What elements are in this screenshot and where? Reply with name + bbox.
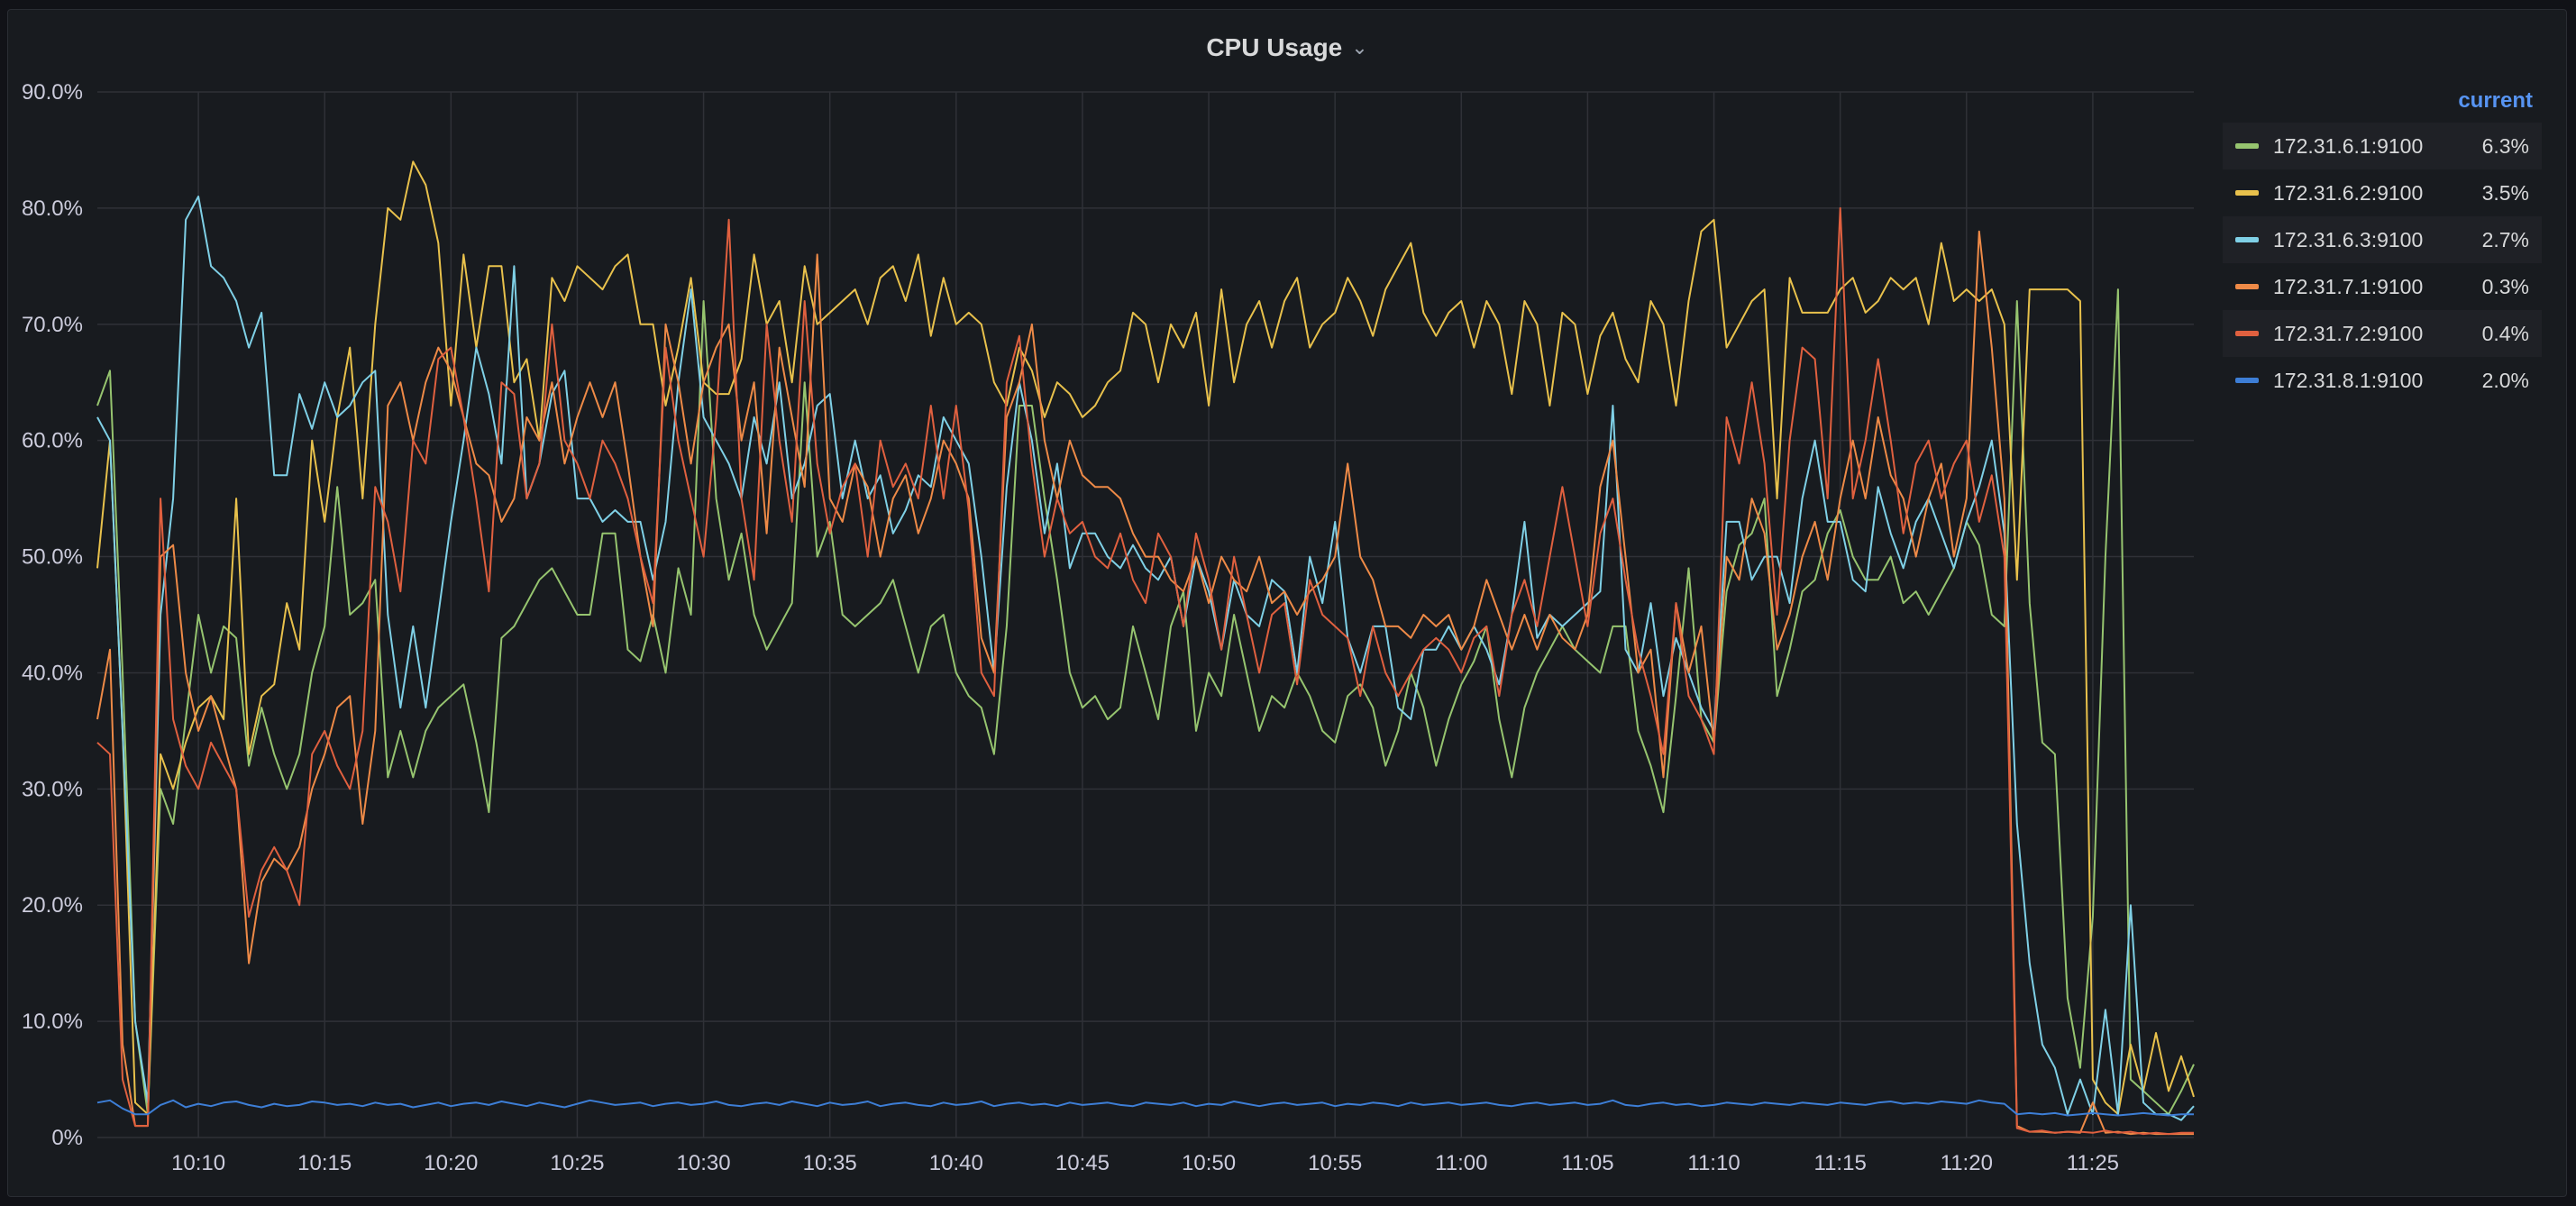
legend-series-name[interactable]: 172.31.7.2:9100	[2273, 321, 2424, 345]
legend-item[interactable]: 172.31.8.1:9100 2.0%	[2223, 357, 2542, 404]
legend-series-name[interactable]: 172.31.6.1:9100	[2273, 133, 2424, 158]
legend-current-value: 6.3%	[2481, 133, 2529, 158]
grid	[97, 91, 2194, 1138]
x-tick-label: 10:40	[929, 1151, 983, 1175]
legend-series-name[interactable]: 172.31.8.1:9100	[2273, 368, 2424, 392]
x-tick-label: 11:10	[1687, 1151, 1740, 1175]
legend-swatch[interactable]	[2235, 237, 2259, 242]
legend-series-name[interactable]: 172.31.6.2:9100	[2273, 180, 2424, 205]
legend-current-value: 2.7%	[2481, 227, 2529, 251]
legend-rows: 172.31.6.1:9100 6.3% 172.31.6.2:9100 3.5% 17…	[2223, 123, 2542, 404]
chevron-down-icon[interactable]: ⌄	[1351, 36, 1368, 59]
legend-series-name[interactable]: 172.31.6.3:9100	[2273, 227, 2424, 251]
x-tick-label: 10:30	[677, 1151, 731, 1175]
axes: 0% 10.0% 20.0% 30.0% 40.0% 50.0% 60.0% 70.0% 80.…	[22, 80, 2119, 1175]
legend-swatch[interactable]	[2235, 143, 2259, 149]
legend-column-header[interactable]: current	[2458, 88, 2533, 113]
y-tick-label: 10.0%	[22, 1010, 83, 1034]
legend-swatch[interactable]	[2235, 331, 2259, 336]
legend-current-value: 2.0%	[2481, 368, 2529, 392]
legend-swatch[interactable]	[2235, 284, 2259, 289]
x-tick-label: 11:00	[1435, 1151, 1487, 1175]
x-tick-label: 10:10	[171, 1151, 225, 1175]
series-line-172.31.6.3:9100[interactable]	[96, 196, 2195, 1121]
legend-current-value: 3.5%	[2481, 180, 2529, 205]
legend-current-value: 0.3%	[2481, 274, 2529, 298]
y-tick-label: 20.0%	[22, 893, 83, 918]
legend-swatch[interactable]	[2235, 378, 2259, 383]
series-line-172.31.8.1:9100[interactable]	[96, 1099, 2194, 1117]
y-tick-label: 70.0%	[22, 313, 83, 337]
legend-item[interactable]: 172.31.7.2:9100 0.4%	[2223, 310, 2542, 357]
y-tick-label: 60.0%	[22, 429, 83, 453]
x-tick-label: 11:05	[1561, 1151, 1613, 1175]
x-tick-label: 10:20	[424, 1151, 478, 1175]
y-tick-label: 50.0%	[22, 545, 83, 570]
x-tick-label: 10:25	[550, 1151, 604, 1175]
legend: current 172.31.6.1:9100 6.3% 172.31.6.2:91…	[2223, 79, 2542, 404]
panel-title[interactable]: CPU Usage	[1206, 33, 1343, 61]
series-line-172.31.7.1:9100[interactable]	[96, 230, 2194, 1136]
y-tick-label: 30.0%	[22, 777, 83, 801]
series-line-172.31.6.1:9100[interactable]	[96, 288, 2195, 1116]
legend-swatch[interactable]	[2235, 190, 2259, 196]
x-tick-label: 10:45	[1055, 1151, 1110, 1175]
y-tick-label: 40.0%	[22, 661, 83, 685]
x-tick-label: 11:15	[1814, 1151, 1867, 1175]
series-lines	[96, 160, 2195, 1136]
legend-item[interactable]: 172.31.6.1:9100 6.3%	[2223, 123, 2542, 169]
legend-item[interactable]: 172.31.7.1:9100 0.3%	[2223, 263, 2542, 310]
legend-series-name[interactable]: 172.31.7.1:9100	[2273, 274, 2424, 298]
legend-item[interactable]: 172.31.6.3:9100 2.7%	[2223, 216, 2542, 263]
legend-current-value: 0.4%	[2481, 321, 2529, 345]
x-tick-label: 10:15	[297, 1151, 352, 1175]
panel-header[interactable]: CPU Usage ⌄	[8, 23, 2566, 73]
x-tick-label: 11:20	[1941, 1151, 1993, 1175]
y-tick-label: 0%	[51, 1126, 83, 1150]
legend-item[interactable]: 172.31.6.2:9100 3.5%	[2223, 169, 2542, 216]
x-tick-label: 10:55	[1308, 1151, 1362, 1175]
x-tick-label: 10:35	[803, 1151, 857, 1175]
y-tick-label: 90.0%	[22, 80, 83, 105]
series-line-172.31.7.2:9100[interactable]	[96, 206, 2194, 1136]
x-tick-label: 10:50	[1182, 1151, 1236, 1175]
y-tick-label: 80.0%	[22, 196, 83, 221]
x-tick-label: 11:25	[2067, 1151, 2119, 1175]
